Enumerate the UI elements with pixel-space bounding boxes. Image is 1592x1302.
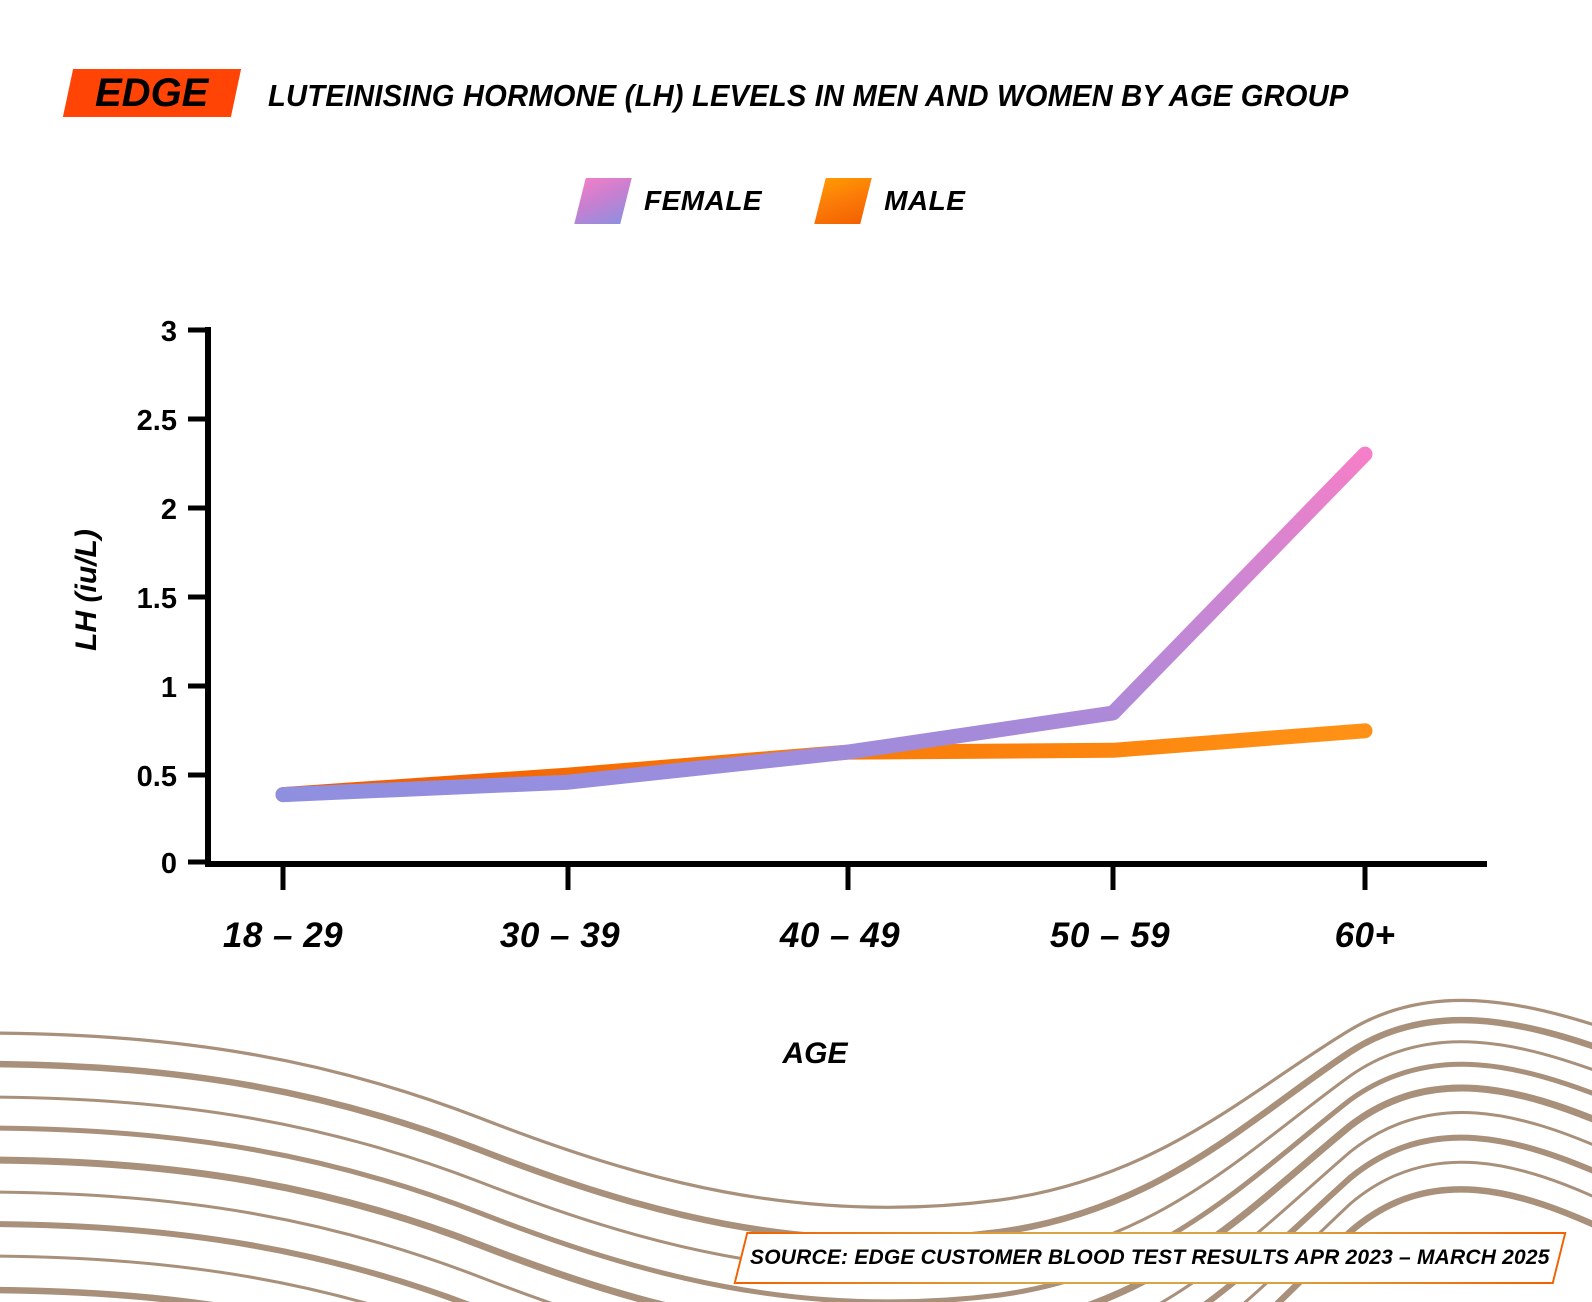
y-tick-label-0: 0 [161, 848, 177, 880]
y-tick-label-3: 3 [161, 316, 177, 348]
page-title: LUTEINISING HORMONE (LH) LEVELS IN MEN A… [268, 78, 1349, 113]
source-text: SOURCE: EDGE CUSTOMER BLOOD TEST RESULTS… [750, 1246, 1550, 1269]
y-axis-title: LH (iu/L) [70, 529, 103, 651]
series-line-female [275, 446, 1373, 803]
y-axis-ticks [188, 327, 208, 865]
series-line-male [275, 723, 1373, 803]
header: EDGE LUTEINISING HORMONE (LH) LEVELS IN … [0, 0, 1592, 150]
x-tick-label-18-29: 18 – 29 [223, 916, 343, 955]
x-tick-label-40-49: 40 – 49 [779, 916, 900, 955]
x-axis-title: AGE [781, 1037, 848, 1070]
series-lines [275, 446, 1373, 803]
x-tick-label-60plus: 60+ [1335, 916, 1396, 955]
x-axis-tick-labels: 18 – 29 30 – 39 40 – 49 50 – 59 60+ [223, 916, 1396, 955]
legend-item-female: FEMALE [574, 178, 763, 224]
x-tick-label-50-59: 50 – 59 [1050, 916, 1170, 955]
edge-logo: EDGE [62, 69, 242, 117]
logo-text: EDGE [95, 71, 209, 115]
y-tick-label-1-5: 1.5 [137, 583, 177, 615]
source-banner: SOURCE: EDGE CUSTOMER BLOOD TEST RESULTS… [733, 1232, 1567, 1284]
x-axis-ticks [280, 864, 1368, 890]
legend-swatch-male-icon [814, 178, 872, 224]
legend-swatch-female-icon [574, 178, 632, 224]
legend-item-male: MALE [814, 178, 966, 224]
y-tick-label-1: 1 [161, 672, 177, 704]
x-tick-label-30-39: 30 – 39 [500, 916, 620, 955]
axis-lines [205, 327, 1487, 867]
y-tick-label-2: 2 [161, 494, 177, 526]
legend-label-male: MALE [884, 185, 966, 216]
legend-label-female: FEMALE [644, 185, 763, 216]
y-tick-label-0-5: 0.5 [137, 761, 177, 793]
y-tick-label-2-5: 2.5 [137, 405, 177, 437]
chart-legend: FEMALE MALE [574, 178, 966, 224]
y-axis-tick-labels: 3 2.5 2 1.5 1 0.5 0 [137, 316, 177, 880]
